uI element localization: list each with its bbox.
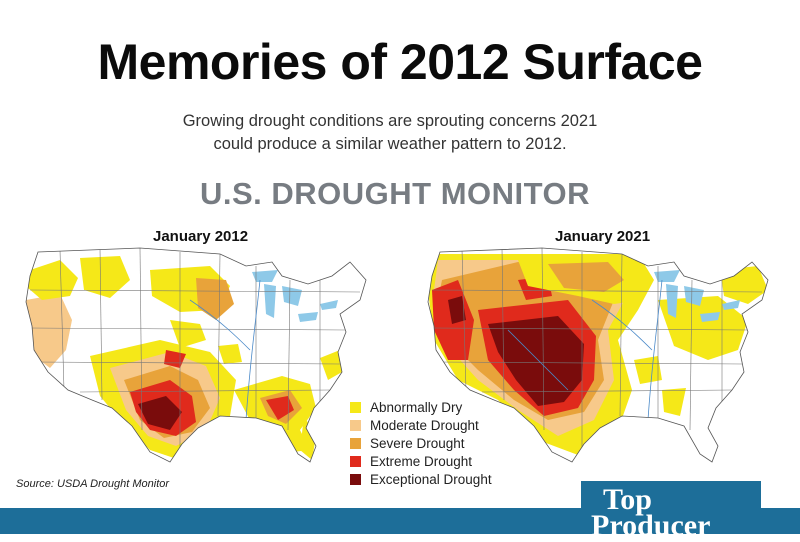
drought-map-2021 (427, 247, 769, 463)
legend-label: Severe Drought (370, 435, 465, 451)
legend-swatch (350, 455, 361, 467)
logo-text-producer: Producer (591, 509, 711, 542)
section-title: U.S. DROUGHT MONITOR (199, 176, 591, 211)
legend-swatch (350, 473, 361, 485)
legend-swatch (350, 401, 361, 413)
legend-item-moderate-drought: Moderate Drought (350, 416, 520, 434)
legend-item-abnormally-dry: Abnormally Dry (350, 398, 520, 416)
subtitle: Growing drought conditions are sprouting… (0, 110, 780, 156)
legend-label: Exceptional Drought (370, 471, 492, 487)
legend-item-extreme-drought: Extreme Drought (350, 452, 520, 470)
page-title: Memories of 2012 Surface (97, 34, 703, 90)
legend-swatch (350, 419, 361, 431)
top-producer-logo: Top Producer (581, 481, 761, 541)
legend-swatch (350, 437, 361, 449)
legend-item-exceptional-drought: Exceptional Drought (350, 470, 520, 488)
legend-label: Moderate Drought (370, 417, 479, 433)
map-label-2012: January 2012 (153, 228, 249, 245)
logo-text-top: Top (603, 483, 652, 516)
drought-map-2012 (25, 247, 367, 463)
legend-item-severe-drought: Severe Drought (350, 434, 520, 452)
drought-legend: Abnormally Dry Moderate Drought Severe D… (350, 398, 520, 488)
legend-label: Extreme Drought (370, 453, 473, 469)
source-credit: Source: USDA Drought Monitor (16, 478, 170, 490)
subtitle-line-2: could produce a similar weather pattern … (213, 135, 567, 153)
legend-label: Abnormally Dry (370, 399, 463, 415)
subtitle-line-1: Growing drought conditions are sprouting… (182, 112, 598, 130)
map-label-2021: January 2021 (555, 228, 651, 245)
